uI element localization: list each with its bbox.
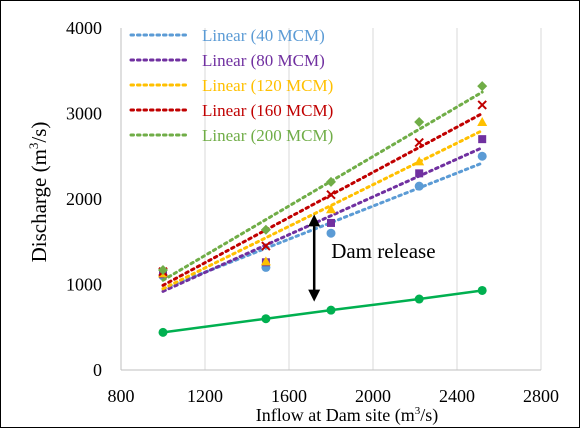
- point-5-1: [261, 314, 271, 324]
- legend-label-0: Linear (40 MCM): [202, 26, 325, 45]
- legend-entry-2: Linear (120 MCM): [129, 76, 333, 95]
- series-5: [158, 285, 487, 337]
- vertical-gridlines: [204, 28, 542, 370]
- point-3-4: [477, 100, 487, 110]
- legend: Linear (40 MCM) Linear (80 MCM) Linear (12…: [129, 26, 333, 145]
- y-axis-label: Discharge (m3/s): [26, 122, 51, 263]
- annotation-label-0: Dam release: [331, 239, 435, 263]
- series-layer: [158, 81, 488, 337]
- y-tick-label-1000: 1000: [66, 275, 102, 295]
- axes: [120, 28, 541, 371]
- point-4-1: [260, 224, 271, 235]
- x-tick-label-2000: 2000: [355, 386, 391, 406]
- trendline-2: [161, 129, 484, 291]
- point-1-2: [327, 218, 335, 227]
- point-0-2: [326, 228, 336, 238]
- trendline-3: [161, 112, 484, 287]
- series-4: [158, 81, 488, 282]
- point-4-4: [477, 81, 488, 92]
- legend-entry-0: Linear (40 MCM): [129, 26, 325, 45]
- point-1-4: [478, 135, 487, 144]
- point-4-0: [158, 264, 168, 275]
- x-tick-label-1200: 1200: [187, 386, 223, 406]
- point-2-1: [260, 256, 271, 266]
- annotation-arrowhead-top-0: [308, 214, 321, 227]
- point-2-2: [326, 204, 336, 214]
- legend-label-1: Linear (80 MCM): [202, 51, 325, 70]
- x-tick-label-2800: 2800: [523, 386, 559, 406]
- legend-label-3: Linear (160 MCM): [202, 101, 333, 120]
- point-3-1: [261, 241, 271, 251]
- trendline-4: [161, 90, 484, 282]
- annotation-layer: Dam release: [308, 214, 436, 302]
- point-0-3: [414, 181, 424, 191]
- point-1-3: [415, 169, 424, 178]
- tick-labels: 800 1200 1600 2000 2400 2800 0 1000 2000 3000 4000: [66, 18, 559, 406]
- point-2-4: [477, 117, 488, 127]
- legend-entry-3: Linear (160 MCM): [129, 101, 333, 120]
- point-5-3: [414, 294, 424, 304]
- x-tick-label-800: 800: [108, 386, 135, 406]
- y-tick-label-3000: 3000: [66, 104, 102, 124]
- point-2-3: [414, 156, 425, 166]
- y-tick-label-0: 0: [93, 360, 102, 380]
- legend-label-4: Linear (200 MCM): [202, 126, 333, 145]
- point-4-2: [326, 176, 336, 187]
- y-tick-label-2000: 2000: [66, 189, 102, 209]
- x-tick-label-1600: 1600: [271, 386, 307, 406]
- x-axis-label: Inflow at Dam site (m3/s): [256, 405, 438, 426]
- annotation-arrowhead-bottom-0: [308, 289, 321, 302]
- trendline-1: [161, 146, 484, 293]
- point-5-2: [326, 305, 336, 315]
- point-5-4: [477, 285, 487, 295]
- y-tick-label-4000: 4000: [66, 18, 102, 38]
- legend-label-2: Linear (120 MCM): [202, 76, 333, 95]
- point-4-3: [414, 117, 425, 128]
- point-3-3: [414, 137, 424, 148]
- point-0-4: [477, 151, 487, 161]
- x-tick-label-2400: 2400: [439, 386, 475, 406]
- point-5-0: [158, 327, 168, 337]
- legend-entry-1: Linear (80 MCM): [129, 51, 325, 70]
- legend-entry-4: Linear (200 MCM): [129, 126, 333, 145]
- point-3-2: [326, 190, 336, 200]
